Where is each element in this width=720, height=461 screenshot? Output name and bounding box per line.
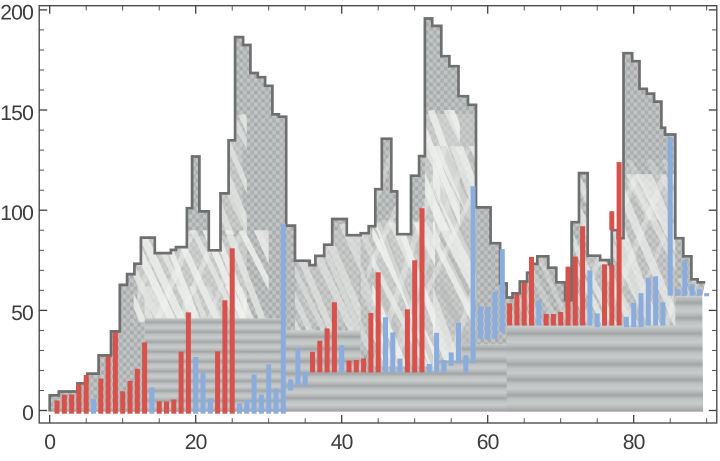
svg-text:20: 20 bbox=[185, 431, 207, 454]
svg-text:50: 50 bbox=[11, 302, 33, 325]
svg-text:80: 80 bbox=[623, 431, 645, 454]
svg-text:200: 200 bbox=[0, 2, 33, 25]
svg-text:40: 40 bbox=[331, 431, 353, 454]
svg-text:0: 0 bbox=[22, 402, 33, 425]
svg-text:150: 150 bbox=[0, 102, 33, 125]
svg-text:60: 60 bbox=[477, 431, 499, 454]
svg-text:0: 0 bbox=[44, 431, 55, 454]
svg-text:100: 100 bbox=[0, 202, 33, 225]
